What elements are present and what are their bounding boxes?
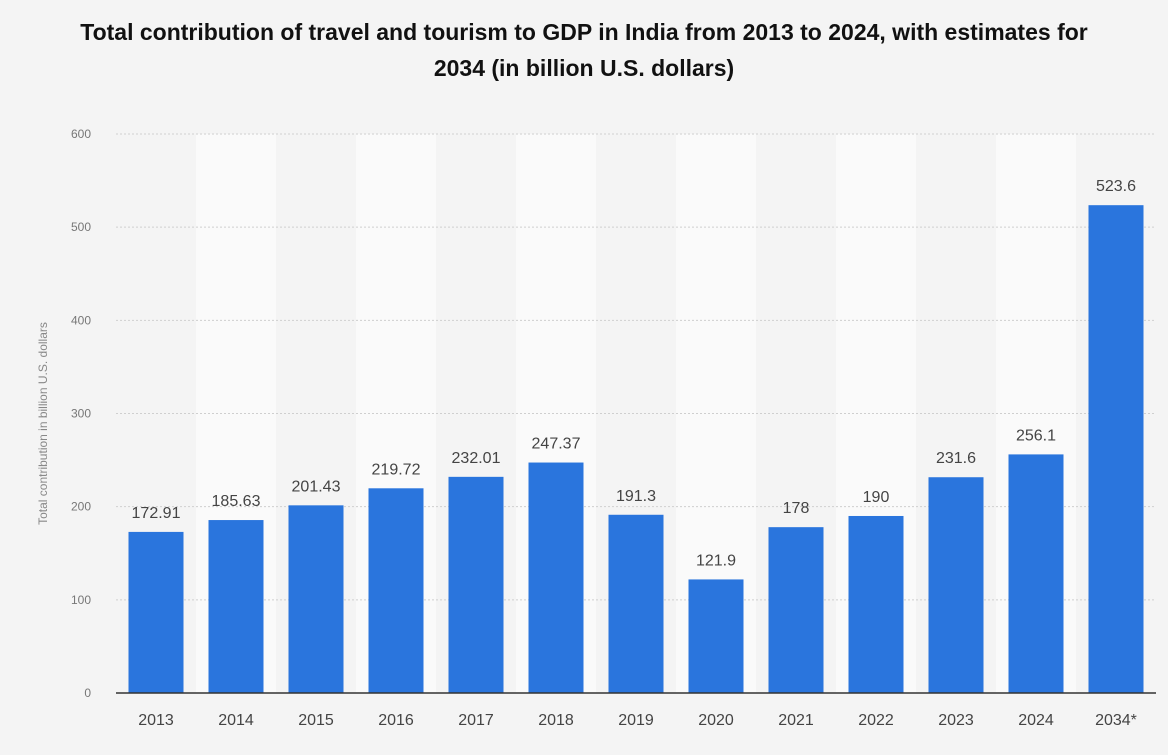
data-label: 201.43 <box>292 478 341 495</box>
x-axis-tick-labels: 2013 2014 2015 2016 2017 2018 2019 2020 2021 2022… <box>138 712 1137 729</box>
x-tick-label: 2014 <box>218 712 254 729</box>
x-tick-label: 2015 <box>298 712 334 729</box>
y-tick-label: 0 <box>84 686 91 700</box>
y-tick-label: 400 <box>71 313 91 327</box>
x-tick-label: 2013 <box>138 712 174 729</box>
data-label: 232.01 <box>452 450 501 467</box>
bar <box>448 476 504 693</box>
data-label: 185.63 <box>212 493 261 510</box>
y-tick-label: 100 <box>71 593 91 607</box>
data-label: 172.91 <box>132 505 181 522</box>
x-tick-label: 2017 <box>458 712 494 729</box>
bar <box>528 462 584 693</box>
data-label: 231.6 <box>936 450 976 467</box>
x-tick-label: 2016 <box>378 712 414 729</box>
data-labels: 172.91 185.63 201.43 219.72 232.01 247.37 191.… <box>132 178 1137 569</box>
bar <box>1088 205 1144 694</box>
bar <box>128 531 184 693</box>
bar <box>928 477 984 693</box>
bar <box>208 520 264 693</box>
y-tick-label: 500 <box>71 220 91 234</box>
x-tick-label: 2021 <box>778 712 814 729</box>
bar <box>608 514 664 693</box>
x-tick-label: 2020 <box>698 712 734 729</box>
bars <box>128 205 1144 694</box>
data-label: 178 <box>783 500 810 517</box>
y-axis-title: Total contribution in billion U.S. dolla… <box>36 322 50 525</box>
x-tick-label: 2023 <box>938 712 974 729</box>
x-tick-label: 2034* <box>1095 712 1137 729</box>
bar <box>1008 454 1064 693</box>
data-label: 191.3 <box>616 488 656 505</box>
y-axis-tick-labels: 0 100 200 300 400 500 600 <box>71 127 91 700</box>
data-label: 190 <box>863 489 890 506</box>
y-tick-label: 600 <box>71 127 91 141</box>
data-label: 256.1 <box>1016 427 1056 444</box>
bar <box>688 579 744 693</box>
x-tick-label: 2024 <box>1018 712 1054 729</box>
y-tick-label: 200 <box>71 500 91 514</box>
data-label: 523.6 <box>1096 178 1136 195</box>
data-label: 219.72 <box>372 461 421 478</box>
data-label: 247.37 <box>532 436 581 453</box>
bar <box>768 527 824 693</box>
x-tick-label: 2019 <box>618 712 654 729</box>
bar <box>848 515 904 693</box>
y-tick-label: 300 <box>71 407 91 421</box>
chart-title: Total contribution of travel and tourism… <box>80 19 1088 81</box>
x-tick-label: 2018 <box>538 712 574 729</box>
x-tick-label: 2022 <box>858 712 894 729</box>
bar <box>368 488 424 693</box>
data-label: 121.9 <box>696 552 736 569</box>
bar <box>288 505 344 693</box>
